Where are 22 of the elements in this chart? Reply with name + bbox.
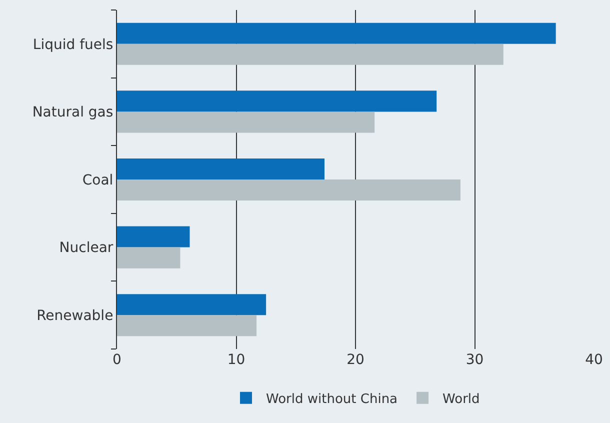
bar [117,247,180,268]
x-tick-label: 0 [112,352,122,368]
bar [117,112,375,133]
legend-label: World without China [266,392,398,407]
bar [117,44,504,65]
bar [117,315,257,336]
x-tick-label: 20 [346,352,364,368]
bar [117,226,190,248]
bar [117,180,460,201]
x-tick-label: 10 [227,352,246,368]
y-tick-label: Natural gas [32,104,114,121]
y-tick-label: Renewable [36,308,114,324]
y-tick-label: Coal [82,172,114,188]
y-tick-label: Liquid fuels [32,36,114,53]
legend-label: World [442,392,480,407]
x-tick-label: 30 [466,352,484,368]
bar [117,22,556,44]
x-tick-label: 40 [585,352,603,368]
bar [117,158,324,180]
y-tick-label: Nuclear [59,240,114,256]
bar [117,90,437,112]
bar [117,294,266,316]
